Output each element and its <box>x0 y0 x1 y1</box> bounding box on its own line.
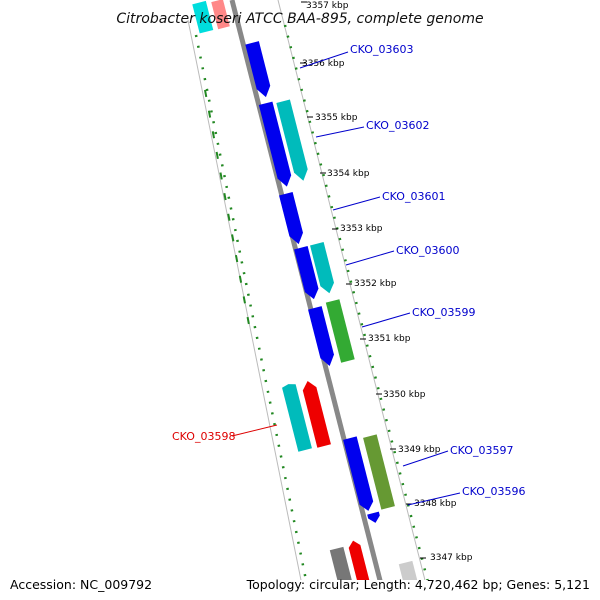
tick-label-3355: 3355 kbp <box>315 113 358 123</box>
cds-CKO_03598-b <box>302 381 331 448</box>
cds-CKO_03597-a <box>343 436 374 511</box>
map-title: Citrobacter koseri ATCC BAA-895, complet… <box>116 11 483 27</box>
gene-label-CKO_03603[interactable]: CKO_03603 <box>350 43 413 56</box>
gene-label-CKO_03601[interactable]: CKO_03601 <box>382 190 445 203</box>
tick-label-3352: 3352 kbp <box>354 279 397 289</box>
callout-lines <box>231 51 461 506</box>
accession-info: Accession: NC_009792 <box>10 577 152 592</box>
genome-backbone <box>229 0 383 580</box>
tick-label-3351: 3351 kbp <box>368 334 411 344</box>
gene-label-CKO_03596[interactable]: CKO_03596 <box>462 485 525 498</box>
cds-CKO_03602-b <box>276 99 308 181</box>
track-frame-left <box>187 19 302 580</box>
gene-label-CKO_03598[interactable]: CKO_03598 <box>172 430 235 443</box>
cds-CKO_03596 <box>367 511 380 523</box>
gene-label-CKO_03597[interactable]: CKO_03597 <box>450 444 513 457</box>
cds-top-pink <box>211 0 230 30</box>
cds-bottom-red <box>348 540 372 580</box>
cds-CKO_03597-b <box>363 434 395 510</box>
tick-label-3347: 3347 kbp <box>430 553 473 563</box>
cds-CKO_03600-b <box>310 242 334 294</box>
accession-value: NC_009792 <box>80 577 153 592</box>
tick-label-3357: 3357 kbp <box>306 1 349 11</box>
cds-CKO_03603 <box>245 41 271 98</box>
cds-bottom-gray <box>329 546 356 580</box>
tick-label-3348: 3348 kbp <box>414 499 457 509</box>
tick-label-3356: 3356 kbp <box>302 59 345 69</box>
cds-CKO_03599-a <box>308 306 334 367</box>
gene-label-CKO_03600[interactable]: CKO_03600 <box>396 244 459 257</box>
accession-label: Accession: <box>10 577 77 592</box>
cds-CKO_03599-b <box>325 299 355 363</box>
tick-label-3349: 3349 kbp <box>398 445 441 455</box>
cds-CKO_03598-a <box>282 384 312 452</box>
cds-top-cyan <box>192 0 214 34</box>
cds-CKO_03600-a <box>294 246 319 300</box>
ticks <box>300 1 426 559</box>
cds-CKO_03602-a <box>258 101 292 187</box>
gene-label-CKO_03602[interactable]: CKO_03602 <box>366 119 429 132</box>
tick-label-3350: 3350 kbp <box>383 390 426 400</box>
tick-label-3354: 3354 kbp <box>327 169 370 179</box>
gene-label-CKO_03599[interactable]: CKO_03599 <box>412 306 475 319</box>
cds-CKO_03601 <box>279 192 303 245</box>
genome-stats: Topology: circular; Length: 4,720,462 bp… <box>246 577 590 592</box>
tick-label-3353: 3353 kbp <box>340 224 383 234</box>
cds-bottom-lightgray <box>398 560 420 580</box>
